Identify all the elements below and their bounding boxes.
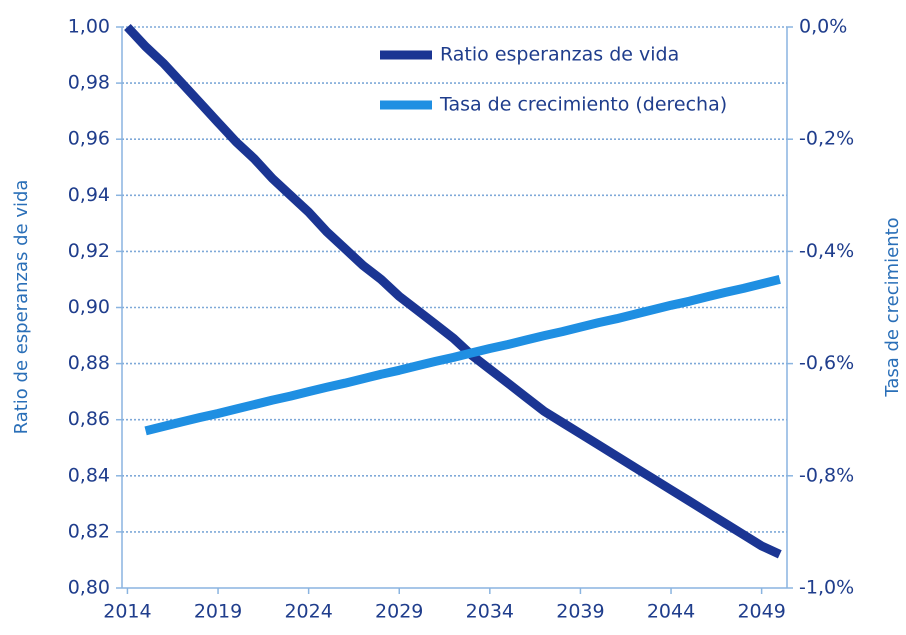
y-tick-label: 0,92 (68, 240, 110, 262)
y-tick-label: 0,96 (68, 128, 110, 150)
series-line (144, 275, 781, 436)
y-axis-title: Ratio de esperanzas de vida (11, 180, 32, 435)
y2-tick-label: 0,0% (799, 16, 847, 38)
x-tick-label: 2019 (194, 601, 242, 623)
y-tick-label: 0,88 (68, 352, 110, 374)
y-tick-label: 0,84 (68, 464, 110, 486)
x-tick-label: 2014 (103, 601, 151, 623)
series-line (124, 23, 782, 559)
y2-tick-label: -0,2% (799, 128, 854, 150)
y2-tick-label: -0,6% (799, 352, 854, 374)
y-tick-label: 0,94 (68, 184, 110, 206)
y2-tick-label: -0,4% (799, 240, 854, 262)
x-tick-label: 2039 (556, 601, 604, 623)
x-tick-label: 2044 (647, 601, 695, 623)
y-tick-label: 0,86 (68, 408, 110, 430)
y2-tick-label: -1,0% (799, 577, 854, 599)
y2-axis-title: Tasa de crecimiento (882, 217, 903, 397)
legend-label: Ratio esperanzas de vida (440, 44, 679, 66)
x-tick-label: 2034 (466, 601, 514, 623)
x-tick-label: 2049 (737, 601, 785, 623)
legend-label: Tasa de crecimiento (derecha) (439, 94, 727, 116)
y-tick-label: 0,98 (68, 72, 110, 94)
y-tick-label: 0,80 (68, 577, 110, 599)
x-tick-label: 2029 (375, 601, 423, 623)
y-tick-label: 1,00 (68, 16, 110, 38)
y-tick-label: 0,82 (68, 520, 110, 542)
x-tick-label: 2024 (284, 601, 332, 623)
y-tick-label: 0,90 (68, 296, 110, 318)
y2-tick-label: -0,8% (799, 464, 854, 486)
